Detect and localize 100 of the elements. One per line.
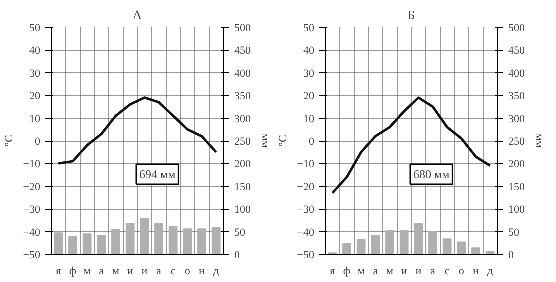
bar — [168, 226, 178, 254]
bar — [342, 244, 352, 254]
x-tick-label: а — [373, 266, 378, 278]
x-tick-label: ф — [343, 266, 351, 278]
y-axis-title: °C — [3, 135, 16, 147]
y2-tick-label: 100 — [508, 204, 526, 216]
y-tick-label: 50 — [30, 22, 41, 34]
y2-tick-label: 50 — [234, 226, 246, 239]
y2-tick-label: 350 — [508, 90, 526, 103]
y-tick-label: 30 — [304, 68, 315, 80]
y-tick-label: −10 — [297, 158, 315, 171]
bar — [68, 236, 78, 254]
chart-title: А — [132, 8, 143, 22]
y-tick-label: 0 — [309, 136, 315, 148]
y-tick-label: −30 — [23, 204, 41, 216]
y2-tick-label: 0 — [508, 250, 514, 262]
x-tick-label: д — [214, 266, 220, 278]
y2-tick-label: 400 — [508, 68, 526, 80]
x-tick-label: а — [99, 266, 104, 278]
bar — [140, 218, 150, 254]
bar — [198, 228, 206, 254]
bar — [112, 229, 120, 254]
x-tick-label: и — [401, 266, 408, 278]
y-axis-title: °C — [277, 135, 290, 147]
y-tick-label: −20 — [23, 181, 41, 194]
x-tick-label: м — [386, 266, 394, 278]
x-tick-label: с — [170, 266, 176, 278]
y2-tick-label: 450 — [234, 45, 252, 58]
y2-tick-label: 250 — [508, 136, 526, 148]
x-tick-label: н — [473, 266, 480, 278]
x-tick-label: о — [458, 266, 465, 278]
y-tick-label: −50 — [297, 250, 315, 262]
y-tick-label: −10 — [23, 158, 41, 171]
x-tick-label: с — [444, 266, 450, 278]
y2-tick-label: 150 — [234, 181, 252, 194]
x-tick-label: о — [184, 266, 191, 278]
bar — [82, 234, 92, 254]
y-tick-label: −30 — [297, 204, 315, 216]
y-tick-label: 10 — [30, 113, 41, 126]
bar — [400, 230, 409, 254]
chart-title: Б — [408, 8, 416, 22]
bar — [371, 235, 380, 254]
y-tick-label: 0 — [35, 136, 41, 148]
y-tick-label: −20 — [297, 181, 315, 194]
x-tick-label: и — [127, 266, 134, 278]
x-tick-label: ф — [69, 266, 77, 278]
x-tick-label: а — [156, 266, 162, 278]
bar — [212, 227, 221, 254]
y-tick-label: 30 — [30, 68, 41, 80]
bar — [386, 230, 394, 254]
bar — [428, 231, 438, 254]
x-tick-label: д — [488, 266, 494, 278]
line-series — [331, 96, 492, 194]
y2-axis-title: мм — [259, 134, 271, 148]
y-tick-label: 10 — [304, 113, 315, 126]
y-tick-label: 50 — [304, 22, 315, 34]
y-tick-label: 40 — [30, 45, 41, 58]
y2-tick-label: 400 — [234, 68, 252, 80]
bar — [414, 223, 424, 254]
bar — [183, 228, 192, 254]
y2-tick-label: 50 — [508, 226, 520, 239]
bar — [472, 248, 480, 254]
bar — [97, 235, 106, 254]
x-tick-label: я — [330, 266, 336, 278]
y2-tick-label: 300 — [234, 113, 252, 126]
bar — [54, 232, 64, 254]
x-tick-label: и — [416, 266, 422, 278]
annotation: 680 мм — [414, 168, 450, 182]
bar — [457, 242, 466, 254]
y2-tick-label: 100 — [234, 204, 252, 216]
bar — [442, 238, 452, 254]
y2-tick-label: 150 — [508, 181, 526, 194]
y2-tick-label: 0 — [234, 250, 240, 262]
y-tick-label: −40 — [23, 226, 41, 239]
y2-tick-label: 200 — [508, 158, 526, 171]
y2-tick-label: 250 — [234, 136, 252, 148]
y2-axis-title: мм — [533, 134, 545, 148]
annotation: 694 мм — [140, 168, 176, 182]
bar — [126, 223, 135, 254]
y-tick-label: 20 — [304, 90, 315, 103]
bar — [356, 239, 366, 254]
y2-tick-label: 300 — [508, 113, 526, 126]
y2-tick-label: 450 — [508, 45, 526, 58]
x-tick-label: н — [199, 266, 206, 278]
x-tick-label: м — [84, 266, 91, 278]
x-tick-label: а — [430, 266, 436, 278]
x-tick-label: я — [56, 266, 62, 278]
line-series — [57, 96, 218, 165]
y-tick-label: −40 — [297, 226, 315, 239]
y2-tick-label: 350 — [234, 90, 252, 103]
x-tick-label: м — [112, 266, 120, 278]
y2-tick-label: 500 — [234, 22, 252, 34]
y2-tick-label: 200 — [234, 158, 252, 171]
bar — [154, 223, 164, 254]
x-tick-label: и — [142, 266, 148, 278]
y-tick-label: 20 — [30, 90, 41, 103]
y2-tick-label: 500 — [508, 22, 526, 34]
y-tick-label: 40 — [304, 45, 315, 58]
y-tick-label: −50 — [23, 250, 41, 262]
x-tick-label: м — [358, 266, 365, 278]
